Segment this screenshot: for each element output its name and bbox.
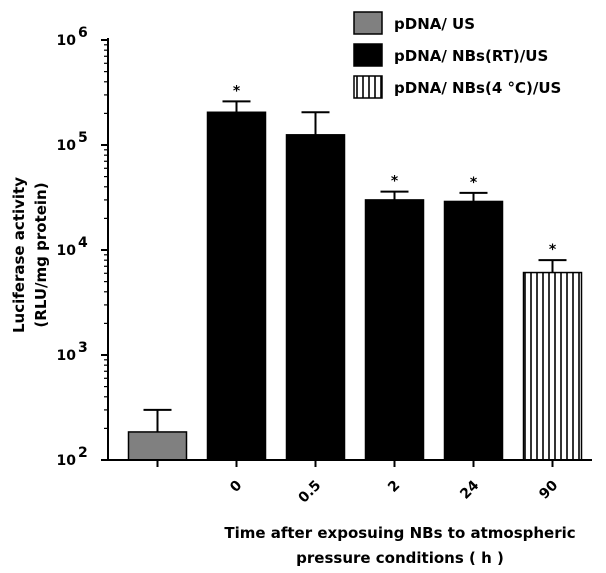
legend-swatch [353, 75, 383, 99]
x-axis-title-line-2: pressure conditions ( h ) [296, 549, 504, 567]
bar-group [285, 111, 346, 461]
y-tick-exponent: 6 [78, 25, 88, 41]
y-tick-exponent: 2 [78, 445, 88, 461]
y-tick-label: 10 [57, 348, 77, 364]
y-tick-label: 10 [57, 453, 77, 469]
legend-label: pDNA/ US [394, 15, 475, 33]
legend-entry: pDNA/ NBs(RT)/US [353, 43, 548, 67]
bars: * * * * [127, 83, 583, 461]
bar [127, 431, 188, 461]
y-axis-title-line-2: (RLU/mg protein) [32, 182, 50, 327]
legend-swatch [353, 11, 383, 35]
significance-marker: * [233, 83, 241, 99]
significance-marker: * [391, 174, 399, 190]
bar-group [127, 408, 188, 461]
bar [206, 111, 267, 461]
y-tick-label: 10 [57, 33, 77, 49]
y-tick-exponent: 5 [78, 130, 88, 146]
x-tick-label: 90 [536, 477, 561, 502]
x-axis-title-line-1: Time after exposuing NBs to atmospheric [224, 524, 575, 542]
y-tick-exponent: 3 [78, 340, 88, 356]
bar [364, 199, 425, 461]
x-axis-ticks: 0 0.5 2 24 90 [156, 460, 562, 507]
bar-group: * [443, 175, 504, 461]
y-tick-exponent: 4 [78, 235, 88, 251]
bar [443, 200, 504, 461]
x-tick-label: 0 [227, 477, 245, 495]
y-tick-label: 10 [57, 138, 77, 154]
legend-entry: pDNA/ US [353, 11, 475, 35]
x-tick-label: 24 [457, 477, 482, 502]
bar-group: * [206, 83, 267, 461]
legend: pDNA/ US pDNA/ NBs(RT)/US pDNA/ NBs(4 °C)/… [353, 11, 561, 99]
y-tick-label: 10 [57, 243, 77, 259]
x-tick-label: 0.5 [295, 478, 324, 507]
legend-entry: pDNA/ NBs(4 °C)/US [353, 75, 561, 99]
bar [522, 271, 583, 461]
y-axis-title-line-1: Luciferase activity [10, 177, 28, 333]
legend-swatch [353, 43, 383, 67]
bar [285, 134, 346, 461]
x-tick-label: 2 [385, 478, 403, 496]
legend-label: pDNA/ NBs(4 °C)/US [394, 79, 561, 97]
legend-label: pDNA/ NBs(RT)/US [394, 47, 548, 65]
bar-group: * [522, 242, 583, 461]
significance-marker: * [470, 175, 478, 191]
significance-marker: * [549, 242, 557, 258]
axes [107, 38, 592, 461]
bar-group: * [364, 174, 425, 461]
